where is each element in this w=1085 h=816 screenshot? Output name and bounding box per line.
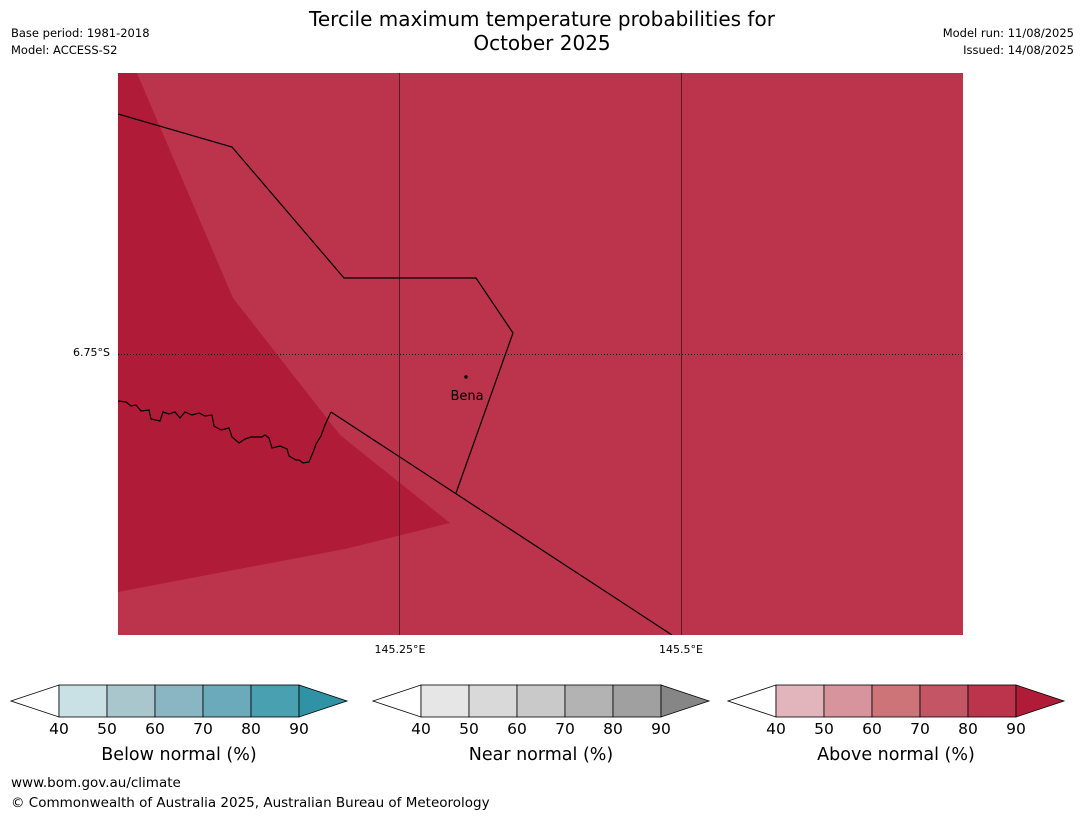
below-normal-swatch-70 <box>202 684 252 718</box>
near-normal-tick-40: 40 <box>411 720 431 738</box>
above-normal-tick-40: 40 <box>766 720 786 738</box>
above-normal-over-arrow <box>1015 684 1066 718</box>
near-normal-swatch-50 <box>468 684 518 718</box>
base-period: Base period: 1981-2018 <box>11 26 150 40</box>
below-normal-tick-50: 50 <box>97 720 117 738</box>
above-normal-swatch-80 <box>967 684 1017 718</box>
near-normal-tick-80: 80 <box>603 720 623 738</box>
near-normal-label: Near normal (%) <box>468 745 614 765</box>
above-90-region <box>118 73 450 592</box>
title-line-1: Tercile maximum temperature probabilitie… <box>309 7 775 31</box>
town-marker <box>464 375 468 379</box>
near-normal-under-arrow <box>371 684 422 718</box>
meta-left: Base period: 1981-2018 Model: ACCESS-S2 <box>11 25 150 59</box>
below-normal-colorbar-bar <box>9 684 349 718</box>
above-normal-colorbar: 40 50 60 70 80 90 <box>726 684 1067 738</box>
near-normal-tick-90: 90 <box>651 720 671 738</box>
coastline-river <box>118 400 332 464</box>
near-normal-tick-70: 70 <box>555 720 575 738</box>
longitude-label-1: 145.25°E <box>374 643 426 656</box>
below-normal-under-arrow <box>9 684 60 718</box>
near-normal-colorbar: 40 50 60 70 80 90 <box>371 684 712 738</box>
above-normal-tick-80: 80 <box>958 720 978 738</box>
probability-map: Bena <box>118 73 963 635</box>
town-label: Bena <box>450 389 483 404</box>
above-normal-swatch-70 <box>919 684 969 718</box>
above-normal-colorbar-bar <box>726 684 1066 718</box>
latitude-label: 6.75°S <box>73 346 110 359</box>
near-normal-tick-60: 60 <box>507 720 527 738</box>
above-normal-under-arrow <box>726 684 777 718</box>
below-normal-tick-80: 80 <box>241 720 261 738</box>
meta-right: Model run: 11/08/2025 Issued: 14/08/2025 <box>943 25 1074 59</box>
footer-url[interactable]: www.bom.gov.au/climate <box>11 775 181 791</box>
near-normal-colorbar-bar <box>371 684 711 718</box>
below-normal-tick-60: 60 <box>145 720 165 738</box>
near-normal-swatch-40 <box>420 684 470 718</box>
below-normal-tick-90: 90 <box>289 720 309 738</box>
above-normal-swatch-40 <box>775 684 825 718</box>
above-normal-tick-70: 70 <box>910 720 930 738</box>
below-normal-tick-40: 40 <box>49 720 69 738</box>
below-normal-label: Below normal (%) <box>101 745 257 765</box>
below-normal-swatch-80 <box>250 684 300 718</box>
below-normal-swatch-40 <box>58 684 108 718</box>
near-normal-swatch-80 <box>612 684 662 718</box>
footer-copyright: © Commonwealth of Australia 2025, Austra… <box>11 795 490 811</box>
model-run: Model run: 11/08/2025 <box>942 26 1074 40</box>
below-normal-over-arrow <box>298 684 349 718</box>
below-normal-colorbar: 40 50 60 70 80 90 <box>9 684 350 738</box>
province-boundary-south <box>330 411 673 635</box>
above-normal-swatch-50 <box>823 684 873 718</box>
above-normal-swatch-60 <box>871 684 921 718</box>
province-boundary <box>118 113 514 494</box>
longitude-label-2: 145.5°E <box>659 643 703 656</box>
below-normal-swatch-60 <box>154 684 204 718</box>
above-normal-label: Above normal (%) <box>817 745 975 765</box>
below-normal-swatch-50 <box>106 684 156 718</box>
above-normal-tick-90: 90 <box>1006 720 1026 738</box>
above-normal-tick-60: 60 <box>862 720 882 738</box>
near-normal-swatch-60 <box>516 684 566 718</box>
above-normal-tick-50: 50 <box>814 720 834 738</box>
near-normal-over-arrow <box>660 684 711 718</box>
below-normal-tick-70: 70 <box>193 720 213 738</box>
title-line-2: October 2025 <box>473 31 611 55</box>
near-normal-swatch-70 <box>564 684 614 718</box>
issued-date: Issued: 14/08/2025 <box>963 43 1074 57</box>
near-normal-tick-50: 50 <box>459 720 479 738</box>
model-name: Model: ACCESS-S2 <box>11 43 118 57</box>
map-title: Tercile maximum temperature probabilitie… <box>242 7 842 55</box>
